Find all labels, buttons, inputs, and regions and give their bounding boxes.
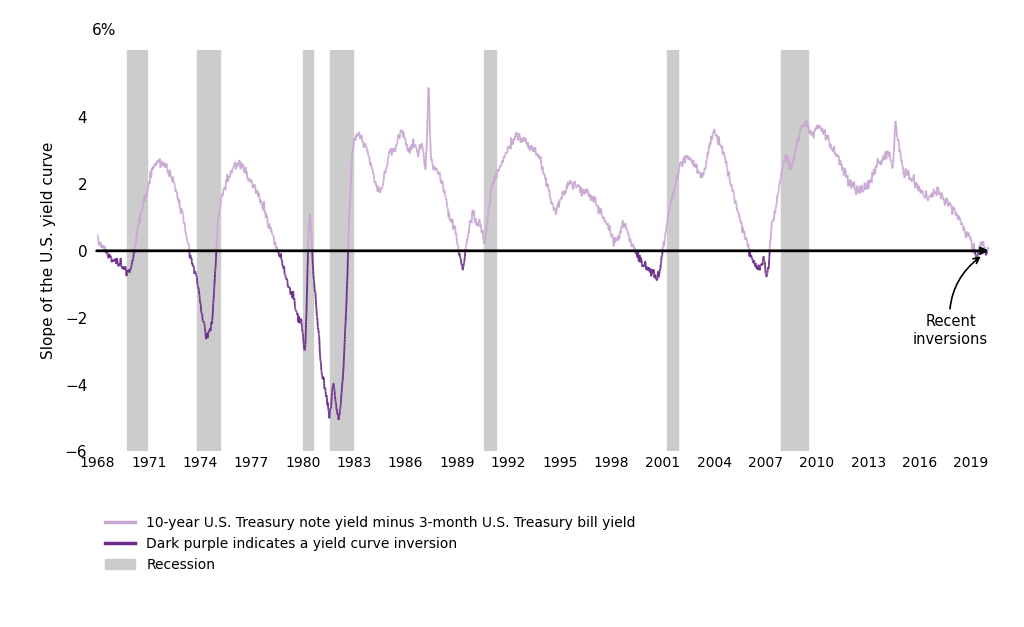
Legend: 10-year U.S. Treasury note yield minus 3-month U.S. Treasury bill yield, Dark pu: 10-year U.S. Treasury note yield minus 3… bbox=[99, 510, 641, 577]
Bar bbox=[781, 50, 808, 451]
Bar bbox=[127, 50, 147, 451]
Y-axis label: Slope of the U.S. yield curve: Slope of the U.S. yield curve bbox=[41, 142, 56, 359]
Text: Recent
inversions: Recent inversions bbox=[912, 258, 988, 347]
Bar bbox=[484, 50, 496, 451]
Bar bbox=[198, 50, 220, 451]
Bar bbox=[330, 50, 353, 451]
Bar bbox=[667, 50, 678, 451]
Text: 6%: 6% bbox=[92, 23, 117, 38]
Bar bbox=[303, 50, 313, 451]
